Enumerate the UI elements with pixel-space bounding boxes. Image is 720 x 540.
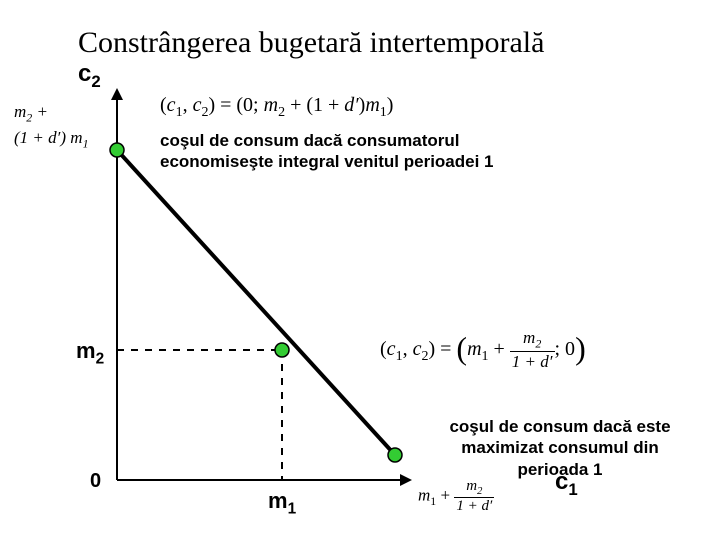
formula-right: (c1, c2) = (m1 + m2 1 + d′ ; 0) bbox=[380, 328, 586, 372]
y-intercept-formula: m2 + (1 + d′) m1 bbox=[14, 100, 89, 152]
y-intercept-line2: (1 + d′) m1 bbox=[14, 126, 89, 152]
point-right bbox=[388, 448, 402, 462]
x-intercept-formula: m1 + m2 1 + d′ bbox=[418, 478, 494, 515]
budget-line bbox=[117, 150, 395, 455]
annotation-top: coşul de consum dacă consumatorul econom… bbox=[160, 130, 494, 173]
point-mid bbox=[275, 343, 289, 357]
y-intercept-line1: m2 + bbox=[14, 100, 89, 126]
axis-label-c2: c2 bbox=[78, 60, 101, 92]
annotation-right-line1: coşul de consum dacă este bbox=[430, 416, 690, 437]
axis-label-m1: m1 bbox=[268, 488, 296, 518]
annotation-right-line2: maximizat consumul din bbox=[430, 437, 690, 458]
annotation-top-line2: economiseşte integral venitul perioadei … bbox=[160, 151, 494, 172]
axis-label-c1: c1 bbox=[555, 468, 578, 500]
formula-top: (c1, c2) = (0; m2 + (1 + d′)m1) bbox=[160, 94, 393, 121]
annotation-top-line1: coşul de consum dacă consumatorul bbox=[160, 130, 494, 151]
axis-label-m2: m2 bbox=[76, 338, 104, 368]
point-top bbox=[110, 143, 124, 157]
axis-label-zero: 0 bbox=[90, 470, 101, 493]
